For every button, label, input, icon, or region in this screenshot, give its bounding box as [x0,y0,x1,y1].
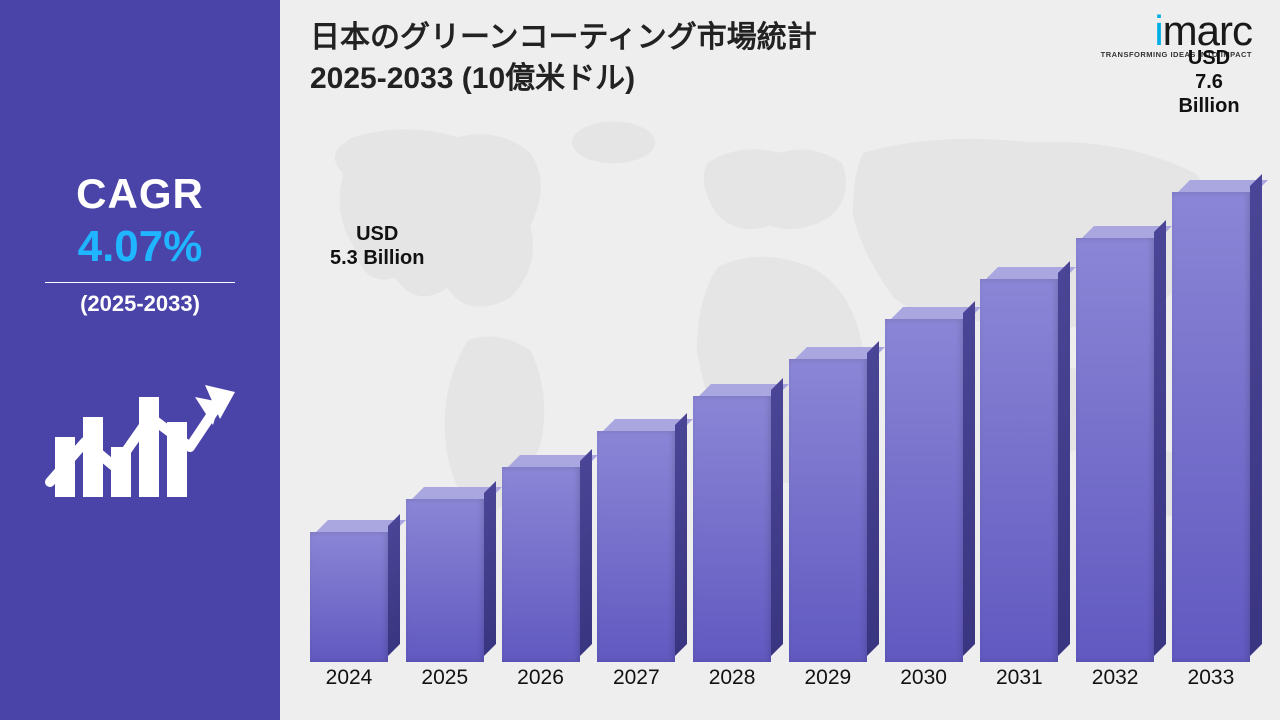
cagr-period: (2025-2033) [80,291,200,317]
bar [789,359,867,662]
main-panel: 日本のグリーンコーティング市場統計 2025-2033 (10億米ドル) ima… [280,0,1280,720]
x-axis-label: 2026 [502,666,580,690]
x-axis-label: 2031 [980,666,1058,690]
bars-container [310,162,1250,662]
bar [1172,192,1250,662]
x-axis-label: 2025 [406,666,484,690]
bar-chart: 2024 2025 2026 2027 2028 2029 2030 2031 2032 2033… [310,130,1250,690]
x-axis-label: 2029 [789,666,867,690]
bar [693,396,771,662]
x-axis-label: 2033 [1172,666,1250,690]
value-callout: USD5.3 Billion [330,222,424,270]
sidebar: CAGR 4.07% (2025-2033) [0,0,280,720]
chart-title: 日本のグリーンコーティング市場統計 2025-2033 (10億米ドル) [310,18,817,99]
logo-text: imarc [1101,12,1252,50]
bar [885,319,963,662]
x-axis-label: 2027 [597,666,675,690]
x-axis-label: 2032 [1076,666,1154,690]
bar [1076,238,1154,662]
bar [502,467,580,662]
bar [406,499,484,662]
bar [980,279,1058,662]
x-axis-label: 2028 [693,666,771,690]
cagr-value: 4.07% [78,222,203,272]
bar [597,431,675,662]
divider [45,282,235,283]
x-axis-label: 2030 [885,666,963,690]
title-line-2: 2025-2033 (10億米ドル) [310,59,817,100]
x-axis-label: 2024 [310,666,388,690]
title-line-1: 日本のグリーンコーティング市場統計 [310,18,817,59]
cagr-label: CAGR [76,170,204,218]
x-axis-labels: 2024 2025 2026 2027 2028 2029 2030 2031 2032 2033 [310,666,1250,690]
growth-chart-icon [45,347,235,522]
bar [310,532,388,662]
value-callout: USD7.6 Billion [1168,46,1250,118]
